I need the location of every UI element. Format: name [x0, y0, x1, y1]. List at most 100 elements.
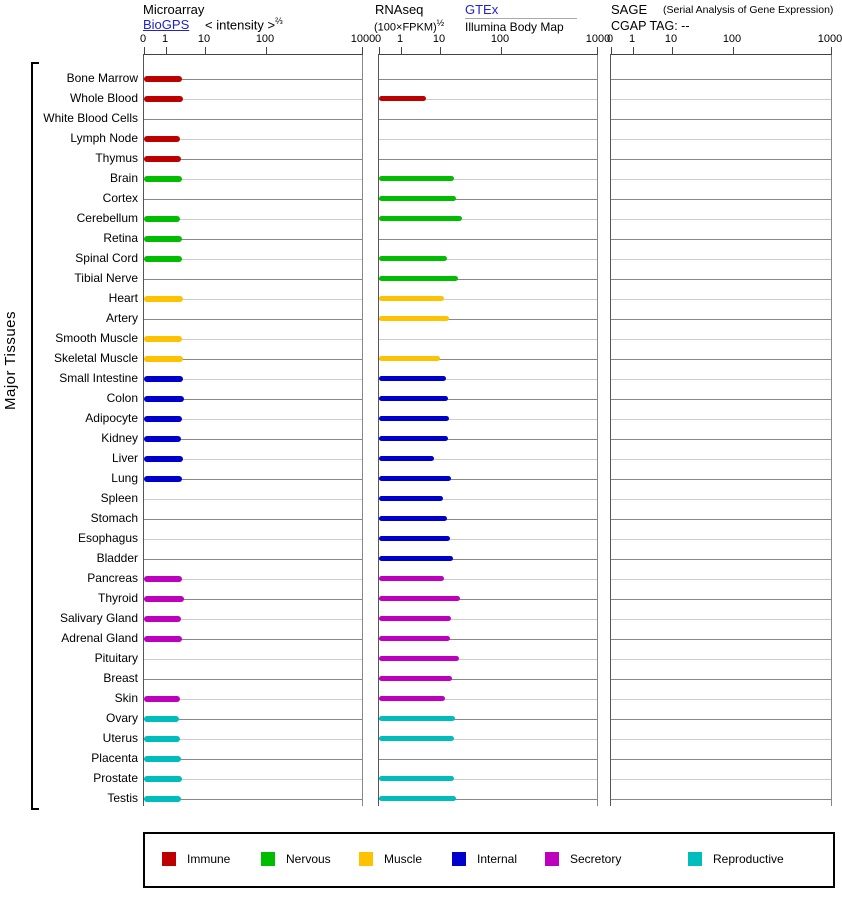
expression-bar-microarray: [144, 696, 180, 702]
tissue-label: Cerebellum: [76, 211, 138, 225]
row-gridline: [379, 459, 597, 460]
expression-bar-rnaseq: [379, 596, 460, 601]
row-gridline: [379, 279, 597, 280]
tissue-label: Bone Marrow: [66, 71, 138, 85]
row-gridline: [144, 179, 362, 180]
row-gridline: [611, 719, 831, 720]
tissue-label: Spinal Cord: [75, 251, 138, 265]
expression-bar-rnaseq: [379, 396, 448, 401]
axis-tick-mark: [501, 47, 502, 55]
axis-tick-label: 10: [197, 33, 211, 45]
expression-bar-microarray: [144, 396, 184, 402]
expression-bar-microarray: [144, 376, 183, 382]
row-gridline: [379, 439, 597, 440]
row-gridline: [611, 159, 831, 160]
tissue-label: Thymus: [95, 151, 138, 165]
tissue-label: Whole Blood: [69, 91, 138, 105]
row-gridline: [379, 419, 597, 420]
axis-tick-label: 10: [664, 33, 678, 45]
axis-tick-label: 1: [161, 33, 169, 45]
row-gridline: [611, 699, 831, 700]
tissue-label: Brain: [109, 171, 138, 185]
gtex-link[interactable]: GTEx: [465, 2, 499, 17]
row-gridline: [379, 539, 597, 540]
row-gridline: [379, 659, 597, 660]
tissue-label: Smooth Muscle: [55, 331, 138, 345]
expression-bar-microarray: [144, 436, 181, 442]
expression-bar-microarray: [144, 356, 183, 362]
row-gridline: [379, 579, 597, 580]
expression-bar-rnaseq: [379, 436, 448, 441]
row-gridline: [144, 619, 362, 620]
expression-bar-rnaseq: [379, 96, 426, 101]
expression-bar-microarray: [144, 156, 181, 162]
row-gridline: [379, 499, 597, 500]
biogps-link[interactable]: BioGPS: [143, 17, 190, 32]
row-gridline: [144, 719, 362, 720]
row-gridline: [611, 739, 831, 740]
microarray-title: Microarray: [143, 2, 205, 17]
expression-bar-microarray: [144, 416, 182, 422]
expression-bar-rnaseq: [379, 716, 455, 721]
row-gridline: [144, 779, 362, 780]
tissue-label: Spleen: [100, 491, 138, 505]
row-gridline: [379, 779, 597, 780]
expression-bar-microarray: [144, 596, 184, 602]
expression-bar-rnaseq: [379, 416, 449, 421]
row-gridline: [379, 619, 597, 620]
axis-tick-mark: [633, 47, 634, 55]
row-gridline: [379, 399, 597, 400]
row-gridline: [144, 599, 362, 600]
row-gridline: [611, 779, 831, 780]
legend-swatch-secretory: [545, 852, 559, 866]
row-gridline: [611, 99, 831, 100]
expression-bar-rnaseq: [379, 456, 434, 461]
rnaseq-scale-label: (100×FPKM)½: [374, 18, 445, 34]
row-gridline: [144, 79, 362, 80]
tissue-label: Small Intestine: [59, 371, 138, 385]
tissue-label: Skin: [114, 691, 138, 705]
row-gridline: [144, 699, 362, 700]
tissue-label: Salivary Gland: [59, 611, 138, 625]
row-gridline: [611, 239, 831, 240]
tissue-label: Heart: [108, 291, 138, 305]
rnaseq-title: RNAseq: [375, 2, 424, 17]
row-gridline: [379, 319, 597, 320]
row-gridline: [611, 319, 831, 320]
tissue-label: Bladder: [96, 551, 138, 565]
expression-bar-microarray: [144, 736, 180, 742]
row-gridline: [144, 359, 362, 360]
row-gridline: [611, 459, 831, 460]
tissue-label: Thyroid: [97, 591, 138, 605]
row-gridline: [144, 519, 362, 520]
axis-tick-label: 1000: [350, 33, 376, 45]
expression-bar-rnaseq: [379, 676, 452, 681]
cgap-tag-value: --: [681, 19, 690, 33]
expression-bar-microarray: [144, 136, 180, 142]
row-gridline: [144, 139, 362, 140]
axis-tick-mark: [205, 47, 206, 55]
tissue-label: Lymph Node: [70, 131, 138, 145]
expression-bar-microarray: [144, 236, 182, 242]
row-gridline: [144, 799, 362, 800]
row-gridline: [611, 759, 831, 760]
tissue-label: Pancreas: [87, 571, 138, 585]
row-gridline: [611, 419, 831, 420]
row-gridline: [379, 799, 597, 800]
row-gridline: [379, 259, 597, 260]
expression-bar-microarray: [144, 176, 182, 182]
row-gridline: [144, 279, 362, 280]
expression-bar-microarray: [144, 476, 182, 482]
row-gridline: [144, 479, 362, 480]
axis-tick-label: 100: [490, 33, 510, 45]
axis-tick-label: 1000: [585, 33, 611, 45]
row-gridline: [611, 519, 831, 520]
row-gridline: [379, 199, 597, 200]
tissue-label: Adrenal Gland: [61, 631, 138, 645]
row-gridline: [379, 759, 597, 760]
cgap-tag: CGAP TAG: --: [611, 19, 690, 33]
major-tissues-bracket: [31, 62, 39, 810]
tissue-label: Adipocyte: [85, 411, 138, 425]
row-gridline: [611, 79, 831, 80]
